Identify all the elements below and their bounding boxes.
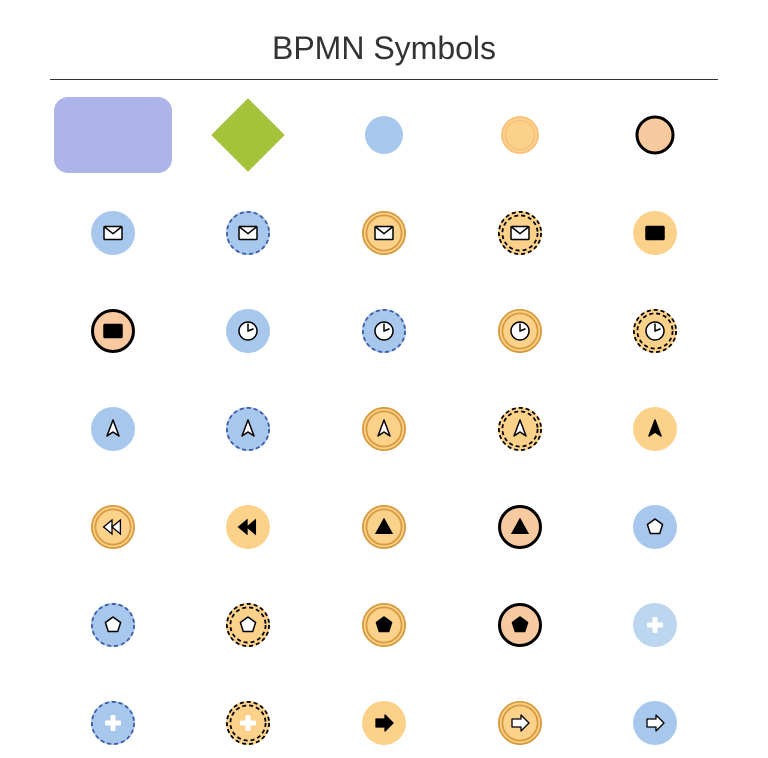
cell-cond-start xyxy=(592,492,718,562)
cell-comp-start xyxy=(50,492,176,562)
signal-start-ni-icon xyxy=(224,405,272,453)
cell-cond-inter-ni xyxy=(186,590,312,660)
plus-start-ni-icon xyxy=(89,699,137,747)
link-start-icon xyxy=(631,699,679,747)
cell-link-start xyxy=(592,688,718,758)
cell-start-event xyxy=(321,100,447,170)
timer-start-ni-icon xyxy=(360,307,408,355)
task-shape-icon xyxy=(54,97,172,173)
cell-msg-inter-ni xyxy=(457,198,583,268)
cell-cond-inter-throw xyxy=(321,590,447,660)
page-title: BPMN Symbols xyxy=(50,30,718,67)
esc-end-icon xyxy=(496,503,544,551)
msg-end-icon xyxy=(631,209,679,257)
cell-comp-end xyxy=(186,492,312,562)
msg-inter-ni-icon xyxy=(496,209,544,257)
gateway-diamond-icon xyxy=(212,98,286,172)
cell-plus-inter-ni xyxy=(186,688,312,758)
signal-inter-icon xyxy=(360,405,408,453)
cell-msg-inter xyxy=(321,198,447,268)
cell-cond-end xyxy=(457,590,583,660)
plus-start-icon xyxy=(631,601,679,649)
signal-end-icon xyxy=(631,405,679,453)
cond-end-icon xyxy=(496,601,544,649)
timer-inter-ni-icon xyxy=(631,307,679,355)
cell-msg-start xyxy=(50,198,176,268)
msg-end-thick-icon xyxy=(89,307,137,355)
cond-inter-throw-icon xyxy=(360,601,408,649)
cell-end-event xyxy=(592,100,718,170)
cell-msg-start-ni xyxy=(186,198,312,268)
cell-msg-end-thick xyxy=(50,296,176,366)
intermediate-event-icon xyxy=(496,111,544,159)
cell-signal-inter-ni xyxy=(457,394,583,464)
cell-cond-start-ni xyxy=(50,590,176,660)
cell-timer-inter xyxy=(457,296,583,366)
msg-start-icon xyxy=(89,209,137,257)
cell-signal-end xyxy=(592,394,718,464)
cell-gateway xyxy=(186,100,312,170)
cond-start-icon xyxy=(631,503,679,551)
cell-esc-end xyxy=(457,492,583,562)
cell-plus-start xyxy=(592,590,718,660)
timer-inter-icon xyxy=(496,307,544,355)
cell-timer-inter-ni xyxy=(592,296,718,366)
cell-plus-start-ni xyxy=(50,688,176,758)
cell-task xyxy=(50,100,176,170)
signal-inter-ni-icon xyxy=(496,405,544,453)
comp-start-icon xyxy=(89,503,137,551)
cell-signal-start xyxy=(50,394,176,464)
cell-msg-end xyxy=(592,198,718,268)
signal-start-icon xyxy=(89,405,137,453)
cell-esc-inter xyxy=(321,492,447,562)
symbol-grid xyxy=(50,100,718,758)
cell-timer-start-ni xyxy=(321,296,447,366)
start-event-icon xyxy=(360,111,408,159)
title-separator xyxy=(50,79,718,80)
cell-signal-start-ni xyxy=(186,394,312,464)
msg-start-ni-icon xyxy=(224,209,272,257)
link-inter-icon xyxy=(496,699,544,747)
timer-start-icon xyxy=(224,307,272,355)
cond-inter-ni-icon xyxy=(224,601,272,649)
link-end-icon xyxy=(360,699,408,747)
cond-start-ni-icon xyxy=(89,601,137,649)
cell-timer-start xyxy=(186,296,312,366)
end-event-icon xyxy=(631,111,679,159)
cell-signal-inter xyxy=(321,394,447,464)
msg-inter-icon xyxy=(360,209,408,257)
cell-link-end xyxy=(321,688,447,758)
cell-link-inter xyxy=(457,688,583,758)
esc-inter-icon xyxy=(360,503,408,551)
plus-inter-ni-icon xyxy=(224,699,272,747)
cell-inter-event xyxy=(457,100,583,170)
comp-end-icon xyxy=(224,503,272,551)
